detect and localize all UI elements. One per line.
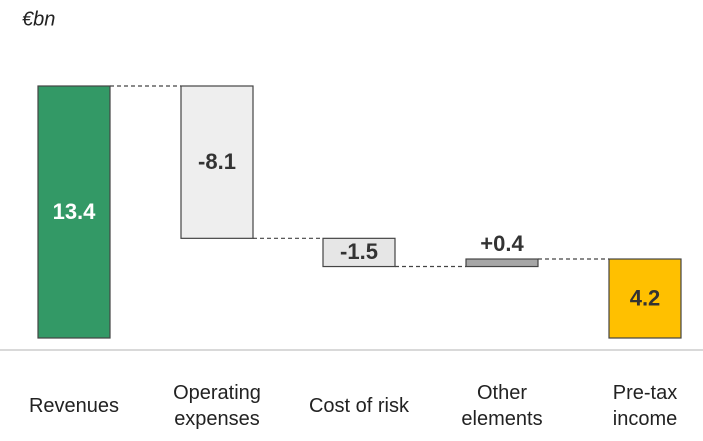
bar	[465, 258, 539, 268]
bar	[608, 258, 682, 339]
unit-label: €bn	[22, 8, 55, 30]
bar	[180, 85, 254, 239]
category-label: Pre-tax income	[612, 382, 678, 430]
value-label: -1.5	[340, 239, 378, 264]
bar	[37, 85, 111, 339]
value-label: 4.2	[630, 285, 661, 310]
category-label: Revenues	[28, 395, 120, 417]
category-label: Other elements	[461, 382, 543, 430]
value-label: 13.4	[53, 199, 97, 224]
category-label: Operating expenses	[173, 382, 261, 430]
value-label: +0.4	[480, 231, 524, 256]
bar	[322, 237, 396, 268]
category-label: Cost of risk	[308, 395, 410, 417]
value-label: -8.1	[198, 149, 236, 174]
chart: €bn 13.4 -8.1 -1.5 +0.4 4.2	[0, 8, 703, 351]
